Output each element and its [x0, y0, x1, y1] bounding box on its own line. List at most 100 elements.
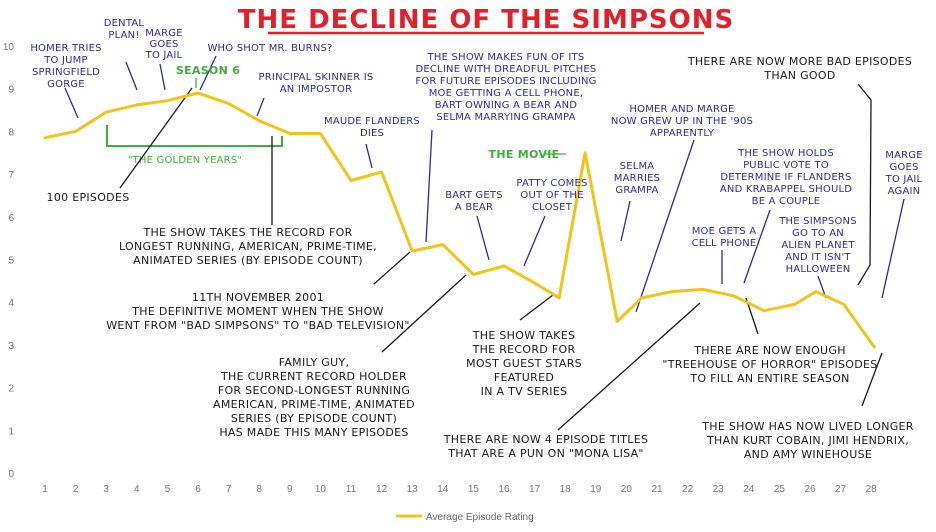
pointer-marge-jail [159, 63, 166, 91]
data-point [380, 171, 383, 173]
y-tick-label: 6 [8, 213, 14, 224]
pointer-guest-stars [519, 294, 554, 321]
annotation-line: GOES [889, 162, 918, 173]
pointer-dental [125, 61, 138, 91]
annotation-outlived: THE SHOW HAS NOW LIVED LONGER THAN KURT C… [701, 420, 914, 461]
x-tick-label: 11 [346, 484, 357, 495]
annotation-movie: THE MOVIE [489, 148, 560, 161]
annotation-line: THAN KURT COBAIN, JIMI HENDRIX, [706, 434, 909, 447]
annotation-line: THAT ARE A PUN ON "MONA LISA" [447, 447, 644, 460]
x-tick-label: 23 [713, 484, 725, 495]
annotation-line: ALIEN PLANET [781, 240, 855, 251]
x-tick-label: 13 [407, 484, 419, 495]
legend: Average Episode Rating [396, 512, 534, 523]
x-tick-label: 10 [315, 484, 327, 495]
annotation-mr-burns: WHO SHOT MR. BURNS? [207, 43, 332, 54]
pointer-mona-lisa [557, 302, 701, 431]
data-point [197, 92, 199, 94]
annotation-line: GRAMPA [615, 185, 658, 196]
data-point [873, 346, 876, 348]
annotation-line: DETERMINE IF FLANDERS [720, 172, 851, 183]
annotation-line: OUT OF THE [520, 190, 583, 201]
annotation-line: WENT FROM "BAD SIMPSONS" TO "BAD TELEVIS… [106, 319, 410, 332]
data-point [442, 243, 444, 246]
golden-years-bracket-line [106, 125, 283, 147]
annotation-line: AN IMPOSTOR [280, 84, 352, 95]
data-point [136, 104, 138, 106]
pointer-pitches [425, 129, 433, 243]
annotation-line: 11TH NOVEMBER 2001 [192, 291, 324, 304]
pointer-100-episodes [119, 87, 193, 189]
annotation-line: TO JAIL [885, 174, 923, 185]
annotation-season6: SEASON 6 [176, 64, 240, 77]
annotation-line: IN A TV SERIES [481, 385, 568, 398]
x-tick-label: 1 [42, 484, 48, 495]
data-point [258, 119, 261, 122]
x-tick-label: 9 [287, 484, 293, 495]
annotation-line: BART GETS [445, 190, 503, 201]
annotation-line: CELL PHONE [692, 238, 757, 249]
data-point [558, 297, 560, 299]
x-tick-label: 6 [195, 484, 201, 495]
x-tick-label: 2 [73, 484, 79, 495]
x-tick-label: 26 [804, 484, 816, 495]
y-tick-label: 0 [8, 469, 14, 480]
annotation-pitches: THE SHOW MAKES FUN OF ITS DECLINE WITH DR… [415, 52, 596, 123]
annotation-line: THERE ARE NOW 4 EPISODE TITLES [443, 433, 649, 446]
data-point [616, 320, 618, 323]
annotation-line: BART OWNING A BEAR AND [435, 100, 577, 111]
annotation-line: THE SIMPSONS [778, 216, 857, 227]
legend-label: Average Episode Rating [426, 512, 534, 523]
annotation-line: DECLINE WITH DREADFUL PITCHES [416, 64, 597, 75]
x-tick-label: 4 [134, 484, 140, 495]
annotation-line: SPRINGFIELD [32, 67, 100, 78]
pointer-skinner [256, 97, 265, 117]
x-tick-label: 16 [498, 484, 510, 495]
data-point [702, 288, 704, 291]
annotation-line: MAUDE FLANDERS [324, 116, 420, 127]
annotation-line: MARGE [885, 150, 922, 161]
annotation-line: ANIMATED SERIES (BY EPISODE COUNT) [133, 254, 363, 267]
annotation-line: MOST GUEST STARS [466, 357, 582, 370]
pointer-bart-bear [476, 215, 490, 261]
y-tick-label: 5 [8, 256, 14, 267]
annotation-line: AND AMY WINEHOUSE [744, 448, 872, 461]
data-point [671, 290, 674, 293]
annotation-line: THE RECORD FOR [472, 343, 576, 356]
x-tick-label: 27 [835, 484, 847, 495]
annotation-line: HALLOWEEN [786, 264, 851, 275]
y-tick-label: 4 [8, 298, 14, 309]
annotation-line: AMERICAN, PRIME-TIME, ANIMATED [213, 398, 415, 411]
data-point [166, 99, 169, 102]
data-point [105, 111, 107, 113]
annotation-line: GOES [149, 39, 178, 50]
x-tick-label: 3 [103, 484, 109, 495]
pointer-marge-jail-again [881, 198, 905, 299]
annotation-line: FOR FUTURE EPISODES INCLUDING [415, 76, 596, 87]
data-point [472, 273, 475, 276]
annotation-mona-lisa: THERE ARE NOW 4 EPISODE TITLES THAT ARE A… [443, 433, 649, 460]
pointer-public-vote [743, 209, 771, 284]
data-point [815, 290, 817, 293]
annotation-line: MARGE [145, 28, 182, 39]
y-tick-label: 1 [8, 426, 14, 437]
annotation-line: A BEAR [455, 202, 493, 213]
annotation-line: THE CURRENT RECORD HOLDER [220, 370, 407, 383]
annotation-alien: THE SIMPSONS GO TO AN ALIEN PLANET AND IT I… [778, 216, 857, 275]
annotation-bart-bear: BART GETS A BEAR [445, 190, 503, 213]
x-tick-label: 14 [437, 484, 449, 495]
data-point [793, 303, 796, 306]
data-point [227, 102, 230, 105]
annotation-line: HOMER AND MARGE [629, 104, 734, 115]
annotation-marge-jail-again: MARGE GOES TO JAIL AGAIN [885, 150, 923, 197]
chart-title: THE DECLINE OF THE SIMPSONS [238, 5, 734, 35]
golden-years-label: "THE GOLDEN YEARS" [128, 155, 242, 166]
annotation-line: MOE GETTING A CELL PHONE, [429, 88, 584, 99]
x-tick-label: 28 [866, 484, 878, 495]
annotation-line: AND KRABAPPEL SHOULD [720, 184, 852, 195]
data-point [533, 282, 536, 284]
annotation-line: SELMA [620, 161, 655, 172]
y-tick-label: 2 [8, 384, 14, 395]
annotation-public-vote: THE SHOW HOLDS PUBLIC VOTE TO DETERMINE IF… [720, 148, 852, 207]
